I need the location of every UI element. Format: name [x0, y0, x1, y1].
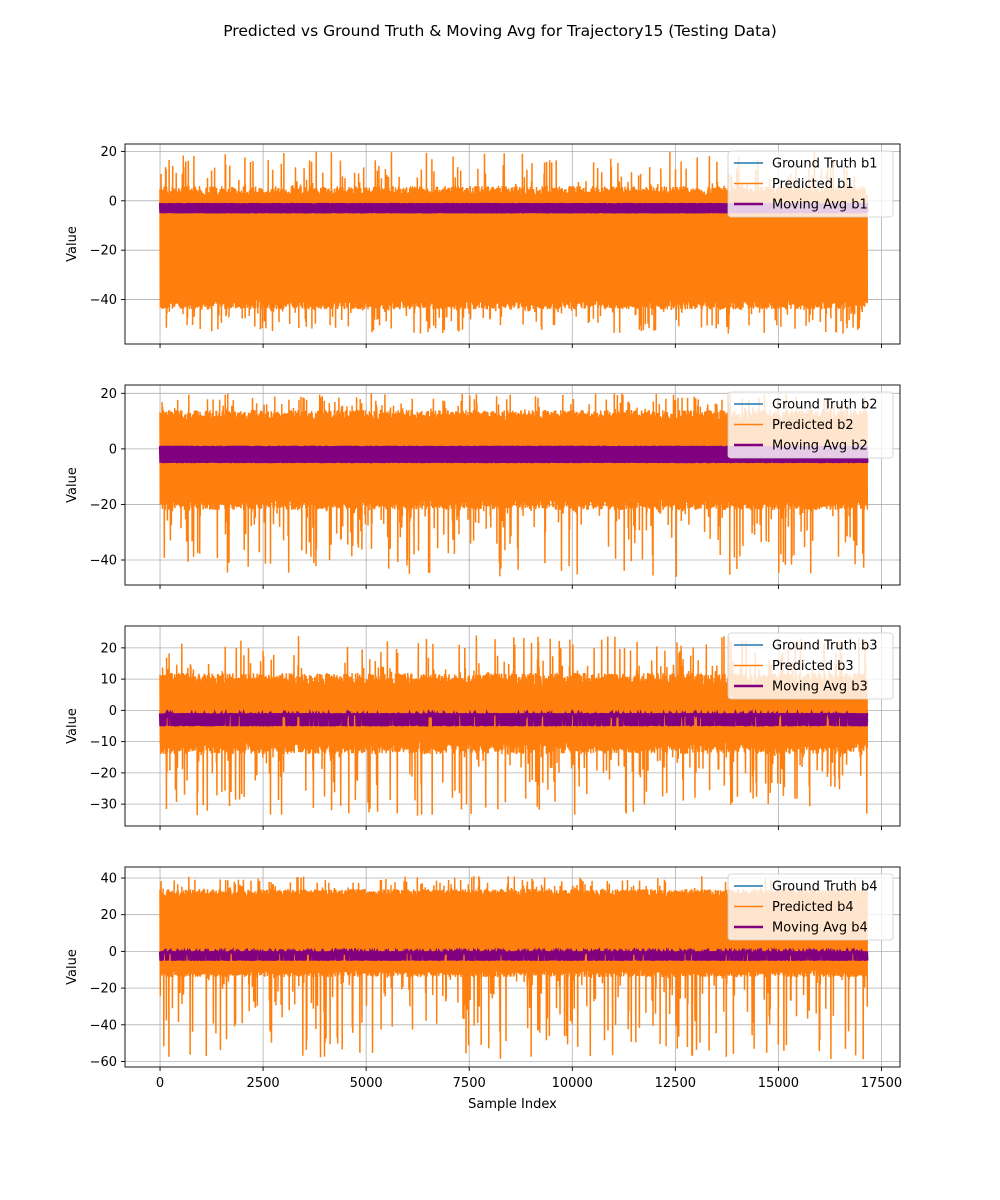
y-tick-label: 20	[100, 641, 117, 656]
y-tick-label: 0	[109, 194, 117, 209]
figure-title: Predicted vs Ground Truth & Moving Avg f…	[223, 22, 777, 40]
y-tick-label: −40	[90, 1018, 117, 1033]
legend-label: Ground Truth b3	[772, 639, 878, 654]
legend-label: Predicted b4	[772, 900, 854, 915]
x-tick-label: 0	[156, 1076, 164, 1091]
x-tick-label: 15000	[758, 1076, 799, 1091]
legend-label: Ground Truth b4	[772, 880, 878, 895]
x-tick-label: 10000	[552, 1076, 593, 1091]
series-moving-avg	[158, 708, 869, 727]
subplot-1: 20 0 −20 −40 Value Ground Truth b1 Predicted b…	[65, 143, 901, 348]
y-tick-label: −40	[90, 293, 117, 308]
legend-box	[727, 632, 894, 700]
plot-area	[158, 635, 869, 816]
y-tick-label: −20	[90, 766, 117, 781]
y-tick-label: −40	[90, 554, 117, 569]
legend: Ground Truth b2 Predicted b2 Moving Avg b2	[727, 391, 894, 459]
legend-box	[727, 873, 894, 941]
y-tick-label: −20	[90, 498, 117, 513]
axes-frame	[124, 384, 901, 586]
y-tick-label: −30	[90, 798, 117, 813]
x-axis-label: Sample Index	[468, 1097, 557, 1112]
y-tick-label: 0	[109, 442, 117, 457]
x-tick-label: 5000	[350, 1076, 383, 1091]
legend-box	[727, 150, 894, 218]
y-tick-label: −20	[90, 982, 117, 997]
axes-frame	[124, 143, 901, 345]
series-moving-avg	[158, 946, 869, 961]
legend-label: Moving Avg b4	[772, 921, 868, 936]
y-tick-label: 40	[100, 872, 117, 887]
legend-box	[727, 391, 894, 459]
y-tick-label: 0	[109, 704, 117, 719]
y-tick-label: −10	[90, 735, 117, 750]
legend-label: Predicted b1	[772, 177, 854, 192]
y-axis-label: Value	[65, 708, 80, 744]
legend-label: Ground Truth b2	[772, 398, 878, 413]
x-tick-label: 7500	[453, 1076, 486, 1091]
legend-label: Moving Avg b3	[772, 680, 868, 695]
legend-label: Predicted b3	[772, 659, 854, 674]
series-predicted	[159, 151, 869, 334]
y-tick-label: 10	[100, 673, 117, 688]
y-tick-label: 20	[100, 387, 117, 402]
y-tick-label: −20	[90, 244, 117, 259]
subplot-3: 20 10 0 −10 −20 −30 Value Ground Truth b3 Predic…	[65, 625, 901, 830]
subplot-4: 0 2500 5000 7500 10000 12500 15000 17500 40 20 0 −2…	[65, 866, 902, 1112]
legend: Ground Truth b3 Predicted b3 Moving Avg b3	[727, 632, 894, 700]
y-tick-label: −60	[90, 1055, 117, 1070]
y-tick-label: 20	[100, 908, 117, 923]
axes-frame	[124, 625, 901, 827]
y-axis-label: Value	[65, 226, 80, 262]
legend-label: Moving Avg b1	[772, 198, 868, 213]
legend: Ground Truth b1 Predicted b1 Moving Avg b1	[727, 150, 894, 218]
x-tick-label: 12500	[655, 1076, 696, 1091]
legend-label: Moving Avg b2	[772, 439, 868, 454]
y-axis-label: Value	[65, 949, 80, 985]
legend-label: Ground Truth b1	[772, 157, 878, 172]
legend: Ground Truth b4 Predicted b4 Moving Avg b4	[727, 873, 894, 941]
y-tick-label: 20	[100, 145, 117, 160]
x-tick-label: 2500	[247, 1076, 280, 1091]
y-axis-label: Value	[65, 467, 80, 503]
y-tick-label: 0	[109, 945, 117, 960]
subplot-2: 20 0 −20 −40 Value Ground Truth b2 Predicted b…	[65, 384, 901, 589]
x-tick-label: 17500	[861, 1076, 902, 1091]
legend-label: Predicted b2	[772, 418, 854, 433]
axes-frame	[124, 866, 901, 1068]
